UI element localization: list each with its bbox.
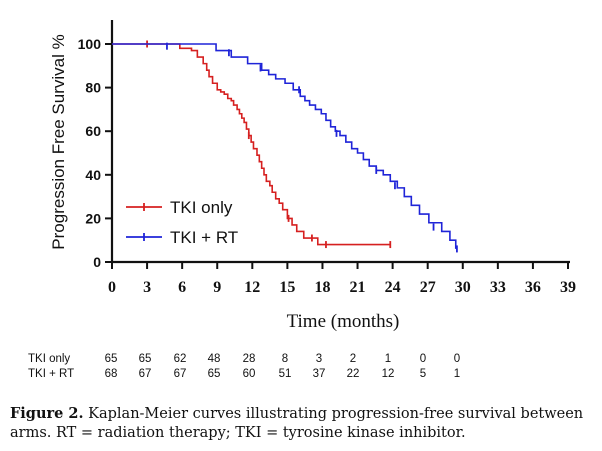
- risk-cell: 12: [382, 368, 395, 380]
- risk-cell: 62: [174, 353, 187, 365]
- risk-cell: 1: [454, 368, 460, 380]
- risk-cell: 2: [350, 353, 356, 365]
- risk-cell: 22: [347, 368, 360, 380]
- x-tick-label: 12: [244, 279, 260, 296]
- x-tick-label: 39: [560, 279, 576, 296]
- km-curve-tki-only: [112, 43, 391, 246]
- x-tick-label: 36: [525, 279, 541, 296]
- risk-cell: 8: [282, 353, 288, 365]
- risk-cell: 51: [279, 368, 292, 380]
- risk-cell: 60: [243, 368, 256, 380]
- risk-cell: 1: [385, 353, 391, 365]
- figure-caption: Figure 2. Kaplan-Meier curves illustrati…: [10, 404, 595, 443]
- x-axis-title: Time (months): [287, 311, 400, 332]
- legend-label: TKI only: [170, 198, 233, 217]
- risk-cell: 65: [208, 368, 221, 380]
- x-tick-label: 3: [143, 279, 151, 296]
- x-tick-label: 33: [490, 279, 506, 296]
- risk-cell: 0: [454, 353, 460, 365]
- y-axis-title: Progression Free Survival %: [49, 34, 68, 249]
- y-tick-label: 100: [78, 36, 102, 52]
- y-tick-label: 20: [85, 210, 101, 226]
- risk-cell: 3: [316, 353, 322, 365]
- legend-label: TKI + RT: [170, 228, 238, 247]
- x-tick-label: 21: [350, 279, 366, 296]
- x-tick-label: 9: [213, 279, 221, 296]
- x-tick-label: 18: [314, 279, 330, 296]
- risk-cell: 37: [313, 368, 326, 380]
- risk-cell: 48: [208, 353, 221, 365]
- caption-label: Figure 2.: [10, 405, 84, 422]
- risk-cell: 0: [420, 353, 426, 365]
- chart-axes: [110, 20, 570, 264]
- x-tick-label: 15: [279, 279, 295, 296]
- risk-cell: 67: [174, 368, 187, 380]
- y-tick-label: 40: [85, 167, 101, 183]
- risk-table: TKI only 65 65 62 48 28 8 3 2 1 0 0 TKI + RT 68 67 67 65…: [28, 353, 460, 380]
- x-tick-label: 6: [178, 279, 186, 296]
- risk-row-label: TKI + RT: [28, 368, 74, 380]
- x-tick-label: 0: [108, 279, 116, 296]
- y-tick-label: 60: [85, 123, 101, 139]
- caption-text: Kaplan-Meier curves illustrating progres…: [10, 406, 584, 441]
- risk-cell: 68: [105, 368, 118, 380]
- risk-row-label: TKI only: [28, 353, 70, 365]
- y-tick-label: 0: [93, 254, 101, 270]
- risk-cell: 65: [105, 353, 118, 365]
- x-tick-label: 27: [420, 279, 436, 296]
- risk-cell: 65: [139, 353, 152, 365]
- risk-cell: 28: [243, 353, 256, 365]
- chart-legend: TKI only TKI + RT: [126, 198, 238, 247]
- x-tick-label: 24: [385, 279, 401, 296]
- risk-cell: 67: [139, 368, 152, 380]
- km-curve-tki-rt: [112, 43, 457, 249]
- risk-cell: 5: [420, 368, 426, 380]
- chart-series: [112, 40, 458, 253]
- y-tick-label: 80: [85, 80, 101, 96]
- x-tick-label: 30: [455, 279, 471, 296]
